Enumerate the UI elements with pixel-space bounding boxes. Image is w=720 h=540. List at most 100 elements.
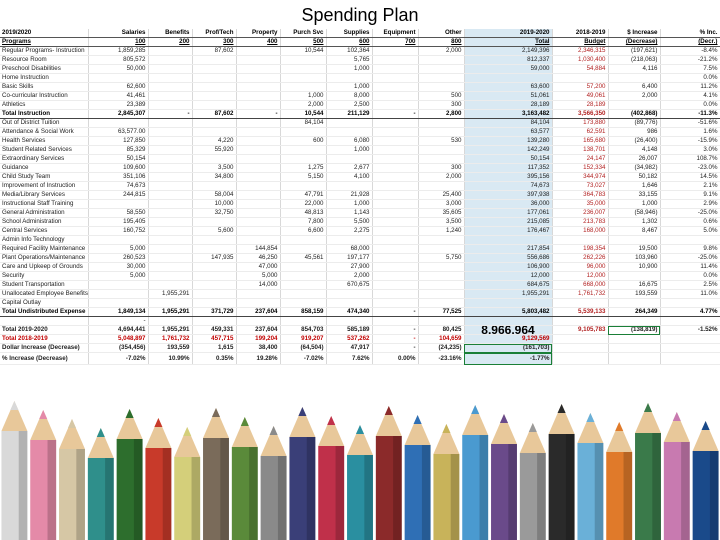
table-cell[interactable]: 2,500 (326, 100, 373, 110)
table-cell[interactable]: -51.6% (660, 118, 720, 128)
table-cell[interactable] (418, 244, 465, 254)
table-cell[interactable]: 103,960 (608, 253, 661, 263)
table-cell[interactable] (608, 271, 661, 281)
table-cell[interactable] (418, 181, 465, 191)
table-cell[interactable]: 11.2% (660, 82, 720, 92)
table-cell[interactable]: 173,880 (552, 118, 609, 128)
table-cell[interactable]: 57,200 (552, 82, 609, 92)
table-cell[interactable] (372, 217, 419, 227)
table-cell[interactable] (236, 145, 281, 155)
table-cell[interactable]: % Inc. (660, 29, 720, 38)
row-label-cell[interactable]: Athletics (0, 100, 89, 110)
table-cell[interactable] (326, 73, 373, 83)
table-cell[interactable]: 28,189 (552, 100, 609, 110)
table-cell[interactable] (326, 235, 373, 245)
table-cell[interactable]: 237,604 (236, 307, 281, 317)
table-cell[interactable]: 9,129,569 (464, 334, 553, 344)
table-cell[interactable] (236, 163, 281, 173)
table-cell[interactable] (148, 316, 193, 326)
table-cell[interactable]: 213,783 (552, 217, 609, 227)
table-cell[interactable]: 9.8% (660, 244, 720, 254)
table-cell[interactable]: 5,000 (88, 271, 149, 281)
table-cell[interactable]: 0.0% (660, 271, 720, 281)
table-cell[interactable] (148, 163, 193, 173)
table-cell[interactable] (372, 208, 419, 218)
table-cell[interactable] (236, 154, 281, 164)
table-cell[interactable]: 10,544 (280, 109, 327, 119)
table-cell[interactable]: 5,750 (418, 253, 465, 263)
table-cell[interactable]: 117,352 (464, 163, 553, 173)
table-cell[interactable]: 1,955,291 (148, 289, 193, 299)
table-cell[interactable] (192, 181, 237, 191)
row-label-cell[interactable]: Security (0, 271, 89, 281)
table-cell[interactable]: 2,000 (608, 91, 661, 101)
table-cell[interactable]: (Decr.) (660, 37, 720, 47)
table-cell[interactable]: 197,177 (326, 253, 373, 263)
table-cell[interactable]: (161,703) (464, 343, 553, 353)
table-cell[interactable] (236, 217, 281, 227)
table-cell[interactable] (192, 217, 237, 227)
table-cell[interactable]: 215,085 (464, 217, 553, 227)
row-label-cell[interactable]: Total Instruction (0, 109, 89, 119)
table-cell[interactable]: 600 (326, 37, 373, 47)
table-cell[interactable] (552, 352, 609, 365)
table-cell[interactable] (418, 82, 465, 92)
table-cell[interactable]: 102,364 (326, 46, 373, 56)
table-cell[interactable]: 3,566,350 (552, 109, 609, 119)
row-label-cell[interactable]: Programs (0, 37, 89, 47)
table-cell[interactable]: 198,354 (552, 244, 609, 254)
table-cell[interactable]: 858,159 (280, 307, 327, 317)
table-cell[interactable] (236, 55, 281, 65)
row-label-cell[interactable]: Preschool Disabilities (0, 64, 89, 74)
table-cell[interactable]: 6,400 (608, 82, 661, 92)
table-cell[interactable]: -25.0% (660, 253, 720, 263)
table-cell[interactable]: 812,337 (464, 55, 553, 65)
table-cell[interactable]: 25,400 (418, 190, 465, 200)
table-cell[interactable]: 1,761,732 (552, 289, 609, 299)
table-cell[interactable]: 6,080 (326, 136, 373, 146)
row-label-cell[interactable]: Regular Programs- Instruction (0, 46, 89, 56)
table-cell[interactable] (418, 316, 465, 326)
table-cell[interactable]: 4,220 (192, 136, 237, 146)
table-cell[interactable] (372, 289, 419, 299)
table-cell[interactable] (88, 298, 149, 308)
table-cell[interactable] (660, 316, 720, 326)
table-cell[interactable] (280, 298, 327, 308)
table-cell[interactable] (326, 316, 373, 326)
table-cell[interactable] (464, 298, 553, 308)
table-cell[interactable]: (24,235) (418, 343, 465, 353)
table-cell[interactable] (280, 154, 327, 164)
table-cell[interactable]: (197,621) (608, 46, 661, 56)
table-cell[interactable]: 96,000 (552, 262, 609, 272)
table-cell[interactable]: 33,155 (608, 190, 661, 200)
table-cell[interactable]: 4,116 (608, 64, 661, 74)
table-cell[interactable]: 80,425 (418, 325, 465, 335)
table-cell[interactable] (608, 334, 661, 344)
table-cell[interactable] (236, 73, 281, 83)
table-cell[interactable]: 668,000 (552, 280, 609, 290)
table-cell[interactable] (418, 235, 465, 245)
table-cell[interactable] (280, 244, 327, 254)
table-cell[interactable]: 85,329 (88, 145, 149, 155)
table-cell[interactable]: 177,061 (464, 208, 553, 218)
table-cell[interactable]: 4,100 (326, 172, 373, 182)
table-cell[interactable] (372, 235, 419, 245)
table-cell[interactable]: 2.9% (660, 199, 720, 209)
table-cell[interactable] (418, 73, 465, 83)
table-cell[interactable] (148, 82, 193, 92)
table-cell[interactable]: 30,000 (88, 262, 149, 272)
table-cell[interactable] (372, 118, 419, 128)
table-cell[interactable] (236, 226, 281, 236)
row-label-cell[interactable]: Child Study Team (0, 172, 89, 182)
table-cell[interactable]: 1,000 (326, 145, 373, 155)
table-cell[interactable] (236, 118, 281, 128)
table-cell[interactable]: -7.02% (88, 352, 149, 365)
table-cell[interactable]: 104,659 (418, 334, 465, 344)
table-cell[interactable]: 397,938 (464, 190, 553, 200)
table-cell[interactable]: 6,600 (280, 226, 327, 236)
table-cell[interactable]: 600 (280, 136, 327, 146)
table-cell[interactable]: 2019-2020 (464, 29, 553, 38)
table-cell[interactable]: 21,928 (326, 190, 373, 200)
table-cell[interactable]: 2,000 (418, 46, 465, 56)
table-cell[interactable]: 47,000 (236, 262, 281, 272)
